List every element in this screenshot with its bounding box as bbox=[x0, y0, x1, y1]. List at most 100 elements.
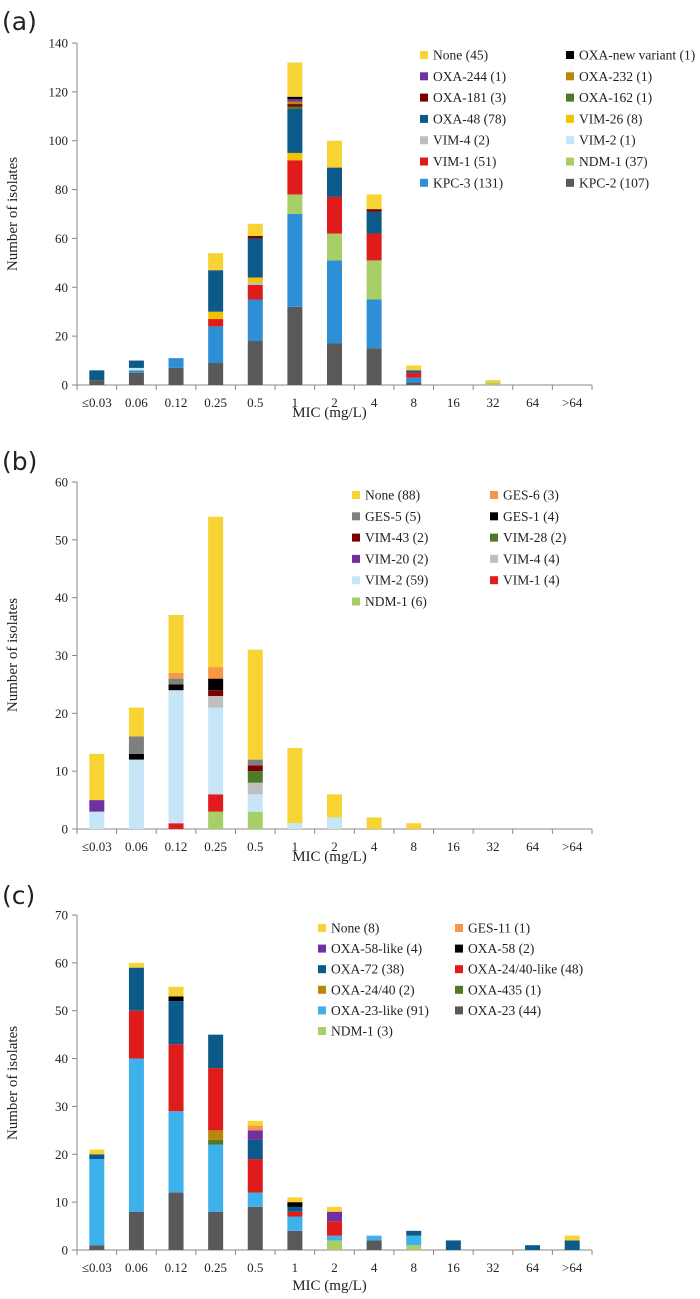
bar-segment-vim-1 bbox=[208, 319, 224, 327]
bar-segment-none bbox=[366, 194, 382, 210]
y-tick-label: 20 bbox=[55, 329, 68, 344]
legend-swatch bbox=[566, 72, 574, 81]
bar-segment-vim-26 bbox=[208, 311, 224, 320]
x-tick-label: 0.5 bbox=[247, 839, 263, 854]
legend-swatch bbox=[490, 554, 498, 563]
legend-label: VIM-20 (2) bbox=[365, 551, 428, 566]
bar-segment-none bbox=[247, 1120, 263, 1126]
legend-label: NDM-1 (37) bbox=[579, 154, 648, 169]
y-tick-label: 10 bbox=[55, 1195, 68, 1210]
bar-segment-none bbox=[168, 986, 184, 997]
legend-label: GES-6 (3) bbox=[503, 488, 559, 503]
bar-segment-oxa-23-like bbox=[406, 1235, 422, 1246]
legend-item: NDM-1 (37) bbox=[566, 154, 648, 169]
legend-label: KPC-2 (107) bbox=[579, 175, 649, 190]
bar-segment-none bbox=[89, 753, 105, 801]
bar-segment-kpc-3 bbox=[168, 358, 184, 368]
legend-item: OXA-232 (1) bbox=[566, 69, 652, 84]
bar-segment-vim-28 bbox=[247, 771, 263, 783]
bar-segment-oxa-23-like bbox=[366, 1235, 382, 1241]
bar-segment-vim-2 bbox=[287, 823, 303, 829]
legend-label: GES-5 (5) bbox=[365, 509, 421, 524]
panel-label: (b) bbox=[2, 447, 37, 476]
bar-segment-none bbox=[168, 615, 184, 673]
bar-segment-oxa-181 bbox=[287, 104, 303, 107]
legend-swatch bbox=[318, 1006, 326, 1015]
legend-label: OXA-72 (38) bbox=[331, 962, 404, 977]
x-tick-label: 0.25 bbox=[204, 395, 227, 410]
legend-item: VIM-26 (8) bbox=[566, 111, 642, 126]
legend-label: VIM-2 (1) bbox=[579, 133, 636, 148]
bar-segment-oxa-72 bbox=[168, 1001, 184, 1045]
chart-panel-c: (c) 0 10 20 30 40 50 60 70 Number of isolates ≤0.0… bbox=[2, 881, 593, 1294]
bar-segment-none bbox=[208, 253, 224, 271]
bar-segment-oxa-72 bbox=[445, 1240, 461, 1250]
legend-label: GES-1 (4) bbox=[503, 509, 559, 524]
legend-item: None (45) bbox=[420, 48, 488, 63]
bar-segment-oxa-23 bbox=[366, 1240, 382, 1250]
panel-label: (a) bbox=[2, 7, 37, 36]
bar-segment-kpc-2 bbox=[406, 382, 422, 385]
legend-swatch bbox=[566, 178, 574, 187]
bar-segment-ndm-1 bbox=[287, 194, 303, 214]
bar-segment-vim-2 bbox=[89, 811, 105, 829]
legend-swatch bbox=[566, 114, 574, 123]
legend-swatch bbox=[420, 136, 428, 145]
legend-swatch bbox=[455, 965, 463, 974]
legend-item: OXA-244 (1) bbox=[420, 69, 506, 84]
bar-segment-kpc-3 bbox=[247, 299, 263, 342]
bar-segment-oxa-162 bbox=[287, 106, 303, 109]
bar-segment-kpc-2 bbox=[287, 306, 303, 385]
bar-segment-oxa-48 bbox=[366, 211, 382, 234]
legend-item: None (88) bbox=[352, 488, 420, 503]
bar-segment-none bbox=[128, 962, 144, 968]
bar-segment-oxa-24-40-like bbox=[247, 1159, 263, 1193]
legend-label: NDM-1 (6) bbox=[365, 594, 427, 609]
bar-segment-ges-6 bbox=[208, 667, 224, 679]
bar-segment-kpc-2 bbox=[89, 380, 105, 385]
bar-segment-oxa-72 bbox=[208, 1034, 224, 1069]
legend-label: VIM-2 (59) bbox=[365, 573, 428, 588]
bar-segment-kpc-3 bbox=[287, 214, 303, 307]
legend-swatch bbox=[490, 512, 498, 521]
legend-swatch bbox=[420, 157, 428, 166]
legend-item: GES-5 (5) bbox=[352, 509, 421, 524]
bar-segment-oxa-435 bbox=[208, 1139, 224, 1145]
bar-segment-none bbox=[247, 223, 263, 236]
bar-segment-kpc-3 bbox=[128, 370, 144, 373]
legend-swatch bbox=[455, 1006, 463, 1015]
bar-segment-kpc-3 bbox=[208, 326, 224, 364]
legend-swatch bbox=[566, 136, 574, 145]
x-tick-label: 8 bbox=[410, 395, 417, 410]
legend-swatch bbox=[318, 924, 326, 932]
legend-label: VIM-26 (8) bbox=[579, 111, 642, 126]
bar-segment-ges-11 bbox=[247, 1125, 263, 1131]
legend-swatch bbox=[420, 114, 428, 123]
x-tick-label: ≤0.03 bbox=[82, 395, 112, 410]
bar-segment-kpc-2 bbox=[168, 367, 184, 385]
bar-segment-vim-2 bbox=[128, 367, 144, 371]
bar-segment-vim-26 bbox=[247, 277, 263, 283]
bar-segment-vim-1 bbox=[208, 794, 224, 812]
bar-segment-oxa-23 bbox=[89, 1245, 105, 1250]
legend-label: KPC-3 (131) bbox=[433, 175, 503, 190]
x-tick-label: 0.06 bbox=[125, 839, 148, 854]
bar-segment-ndm-1 bbox=[327, 233, 342, 261]
bar-segment-oxa-23-like bbox=[287, 1216, 303, 1231]
x-tick-label: 0.12 bbox=[165, 839, 188, 854]
legend-label: VIM-4 (4) bbox=[503, 551, 560, 566]
bar-segment-none bbox=[366, 817, 382, 829]
legend-swatch bbox=[420, 93, 428, 102]
bar-segment-oxa-23 bbox=[168, 1192, 184, 1250]
bar-segment-ges-5 bbox=[168, 678, 184, 685]
bar-segment-ges-1 bbox=[208, 678, 224, 691]
bar-segment-oxa-23 bbox=[208, 1211, 224, 1250]
legend-label: OXA-48 (78) bbox=[433, 111, 506, 126]
x-tick-label: 32 bbox=[486, 395, 499, 410]
bar-segment-none bbox=[89, 1149, 105, 1155]
bar-segment-oxa-24-40-like bbox=[168, 1044, 184, 1112]
legend-item: VIM-2 (1) bbox=[566, 133, 636, 148]
legend-label: OXA-181 (3) bbox=[433, 90, 506, 105]
bar-segment-kpc-3 bbox=[327, 260, 342, 344]
